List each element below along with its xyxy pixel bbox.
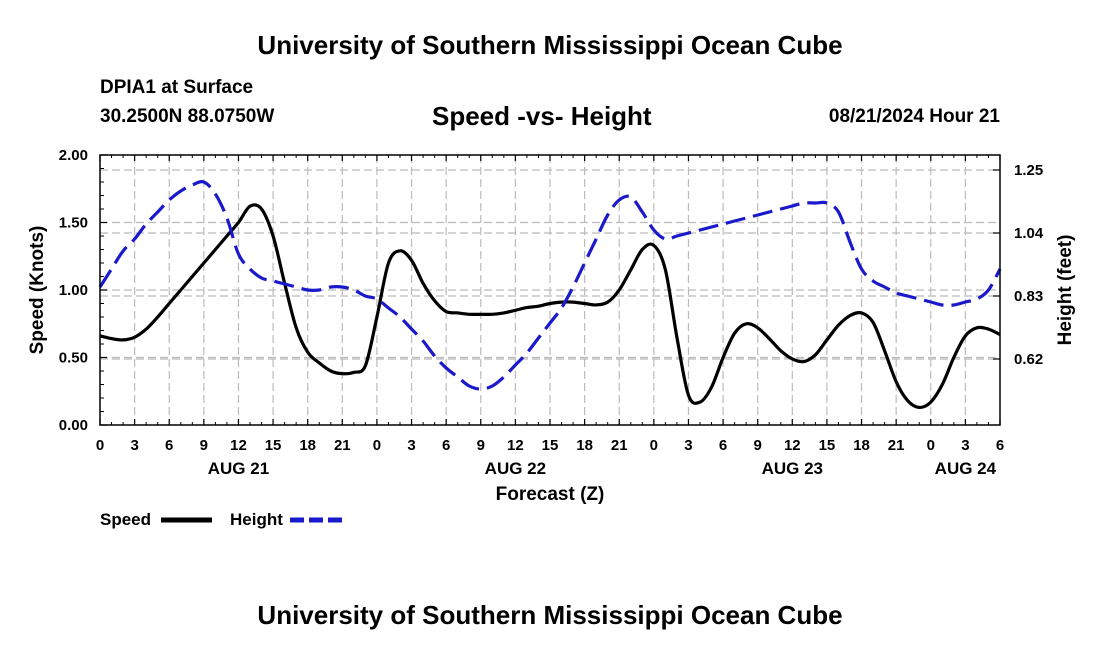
- date-label: AUG 21: [208, 459, 269, 478]
- x-tick-label: 6: [165, 437, 173, 454]
- x-tick-label: 0: [373, 437, 381, 454]
- x-tick-label: 6: [719, 437, 727, 454]
- y2-tick-label: 1.04: [1014, 225, 1044, 242]
- y-tick-label: 0.50: [59, 350, 88, 367]
- date-label: AUG 23: [762, 459, 823, 478]
- date-label: AUG 22: [485, 459, 546, 478]
- coordinates-label: 30.2500N 88.0750W: [100, 106, 275, 127]
- x-tick-label: 0: [650, 437, 658, 454]
- x-tick-label: 0: [96, 437, 104, 454]
- x-axis-title: Forecast (Z): [496, 484, 605, 505]
- y-tick-label: 1.00: [59, 282, 88, 299]
- x-tick-label: 21: [888, 437, 905, 454]
- series-line-speed: [99, 203, 1001, 410]
- station-label: DPIA1 at Surface: [100, 77, 254, 98]
- x-tick-label: 6: [996, 437, 1004, 454]
- x-tick-label: 18: [576, 437, 593, 454]
- x-tick-label: 18: [299, 437, 316, 454]
- x-tick-label: 3: [407, 437, 415, 454]
- y-tick-label: 2.00: [59, 147, 88, 164]
- x-tick-label: 21: [334, 437, 351, 454]
- x-tick-label: 3: [130, 437, 138, 454]
- x-tick-label: 15: [265, 437, 282, 454]
- grid: [100, 155, 1000, 425]
- y-tick-label: 0.00: [59, 417, 88, 434]
- y-axis-title: Speed (Knots): [27, 226, 48, 355]
- axes: 0 3 6 9 12 15 18 21 0 3 6 9 12 15 18 21 0 3 6 9 12 15 18 21 0 3 6 A…: [59, 147, 1044, 478]
- legend: Speed Height: [100, 510, 342, 529]
- series-line-height: [98, 180, 1002, 391]
- legend-label-height: Height: [230, 510, 283, 529]
- x-tick-label: 21: [611, 437, 628, 454]
- y2-tick-label: 0.83: [1014, 288, 1043, 305]
- x-tick-label: 9: [477, 437, 485, 454]
- page-title: University of Southern Mississippi Ocean…: [257, 30, 843, 60]
- forecast-datetime: 08/21/2024 Hour 21: [828, 106, 1000, 127]
- x-tick-label: 6: [442, 437, 450, 454]
- series-layer: [98, 180, 1002, 410]
- y2-axis-title: Height (feet): [1055, 235, 1076, 346]
- y2-tick-label: 0.62: [1014, 351, 1043, 368]
- date-label: AUG 24: [935, 459, 997, 478]
- footer-title: University of Southern Mississippi Ocean…: [257, 600, 843, 630]
- x-tick-label: 15: [542, 437, 559, 454]
- x-tick-label: 3: [961, 437, 969, 454]
- x-tick-label: 0: [927, 437, 935, 454]
- y-tick-label: 1.50: [59, 215, 88, 232]
- x-tick-label: 9: [754, 437, 762, 454]
- x-tick-label: 12: [507, 437, 524, 454]
- x-tick-label: 12: [230, 437, 247, 454]
- x-tick-label: 12: [784, 437, 801, 454]
- x-tick-label: 15: [819, 437, 836, 454]
- legend-label-speed: Speed: [100, 510, 151, 529]
- x-tick-label: 9: [200, 437, 208, 454]
- x-tick-label: 3: [684, 437, 692, 454]
- x-tick-label: 18: [853, 437, 870, 454]
- y2-tick-label: 1.25: [1014, 162, 1043, 179]
- chart-subtitle: Speed -vs- Height: [432, 101, 652, 131]
